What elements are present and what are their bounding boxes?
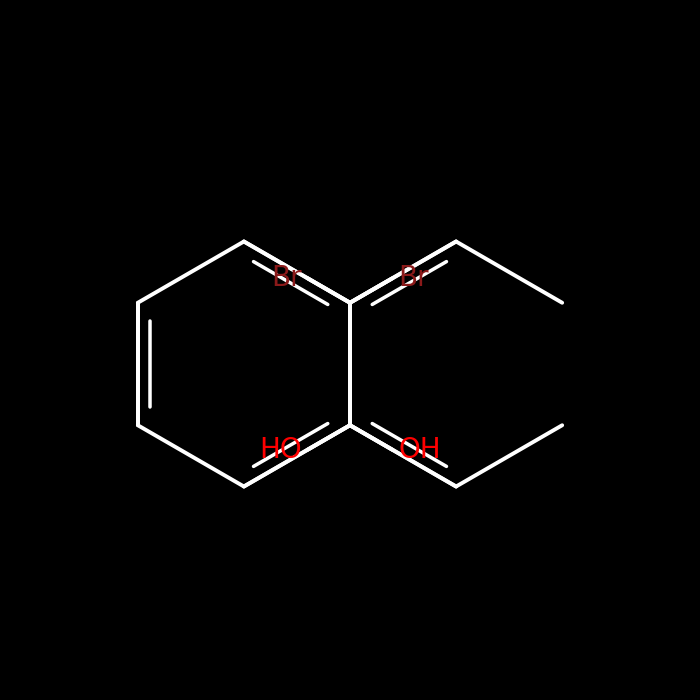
- Text: OH: OH: [398, 435, 441, 464]
- Text: Br: Br: [398, 264, 428, 293]
- Text: HO: HO: [259, 436, 302, 464]
- Text: Br: Br: [272, 264, 302, 293]
